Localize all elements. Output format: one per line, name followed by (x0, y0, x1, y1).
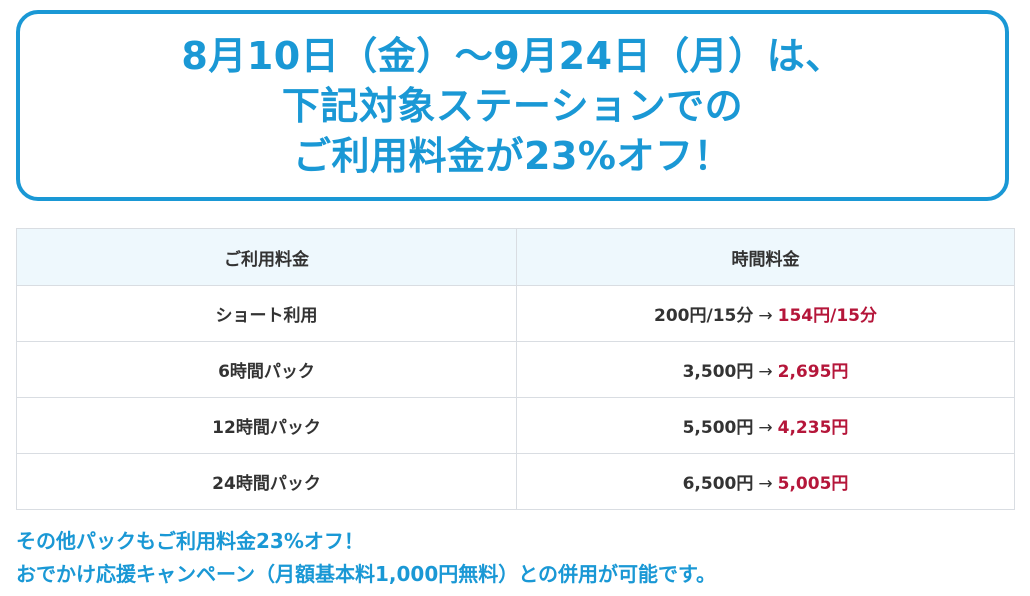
headline-line-discount: ご利用料金が23%オフ！ (293, 133, 732, 178)
arrow-right-icon: → (758, 306, 773, 326)
plan-name: 24時間パック (16, 453, 517, 510)
headline-line-stations: 下記対象ステーションでの (281, 83, 744, 128)
new-price: 4,235円 (777, 418, 849, 438)
other-packs-discount-note: その他パックもご利用料金23%オフ！ (16, 529, 364, 553)
new-price: 154円/15分 (777, 306, 877, 326)
table-row: 12時間パック 5,500円 → 4,235円 (16, 397, 1015, 454)
campaign-combination-note: おでかけ応援キャンペーン（月額基本料1,000円無料）との併用が可能です。 (16, 562, 717, 586)
old-price: 3,500円 (682, 362, 754, 382)
price-cell: 5,500円 → 4,235円 (516, 397, 1015, 454)
old-price: 5,500円 (682, 418, 754, 438)
table-row: ショート利用 200円/15分 → 154円/15分 (16, 285, 1015, 342)
old-price: 6,500円 (682, 474, 754, 494)
plan-name: ショート利用 (16, 285, 517, 342)
price-cell: 3,500円 → 2,695円 (516, 341, 1015, 398)
new-price: 5,005円 (777, 474, 849, 494)
header-time-fee: 時間料金 (516, 228, 1015, 286)
header-plan: ご利用料金 (16, 228, 517, 286)
arrow-right-icon: → (758, 474, 773, 494)
old-price: 200円/15分 (654, 306, 754, 326)
arrow-right-icon: → (758, 418, 773, 438)
headline-line-dates: 8月10日（金）〜9月24日（月）は、 (181, 33, 844, 78)
price-cell: 6,500円 → 5,005円 (516, 453, 1015, 510)
price-table: ご利用料金 時間料金 ショート利用 200円/15分 → 154円/15分 6時間パ… (16, 228, 1015, 510)
plan-name: 12時間パック (16, 397, 517, 454)
table-row: 6時間パック 3,500円 → 2,695円 (16, 341, 1015, 398)
plan-name: 6時間パック (16, 341, 517, 398)
new-price: 2,695円 (777, 362, 849, 382)
arrow-right-icon: → (758, 362, 773, 382)
table-header-row: ご利用料金 時間料金 (16, 228, 1015, 286)
campaign-headline-box: 8月10日（金）〜9月24日（月）は、 下記対象ステーションでの ご利用料金が2… (16, 10, 1009, 201)
price-cell: 200円/15分 → 154円/15分 (516, 285, 1015, 342)
table-row: 24時間パック 6,500円 → 5,005円 (16, 453, 1015, 510)
